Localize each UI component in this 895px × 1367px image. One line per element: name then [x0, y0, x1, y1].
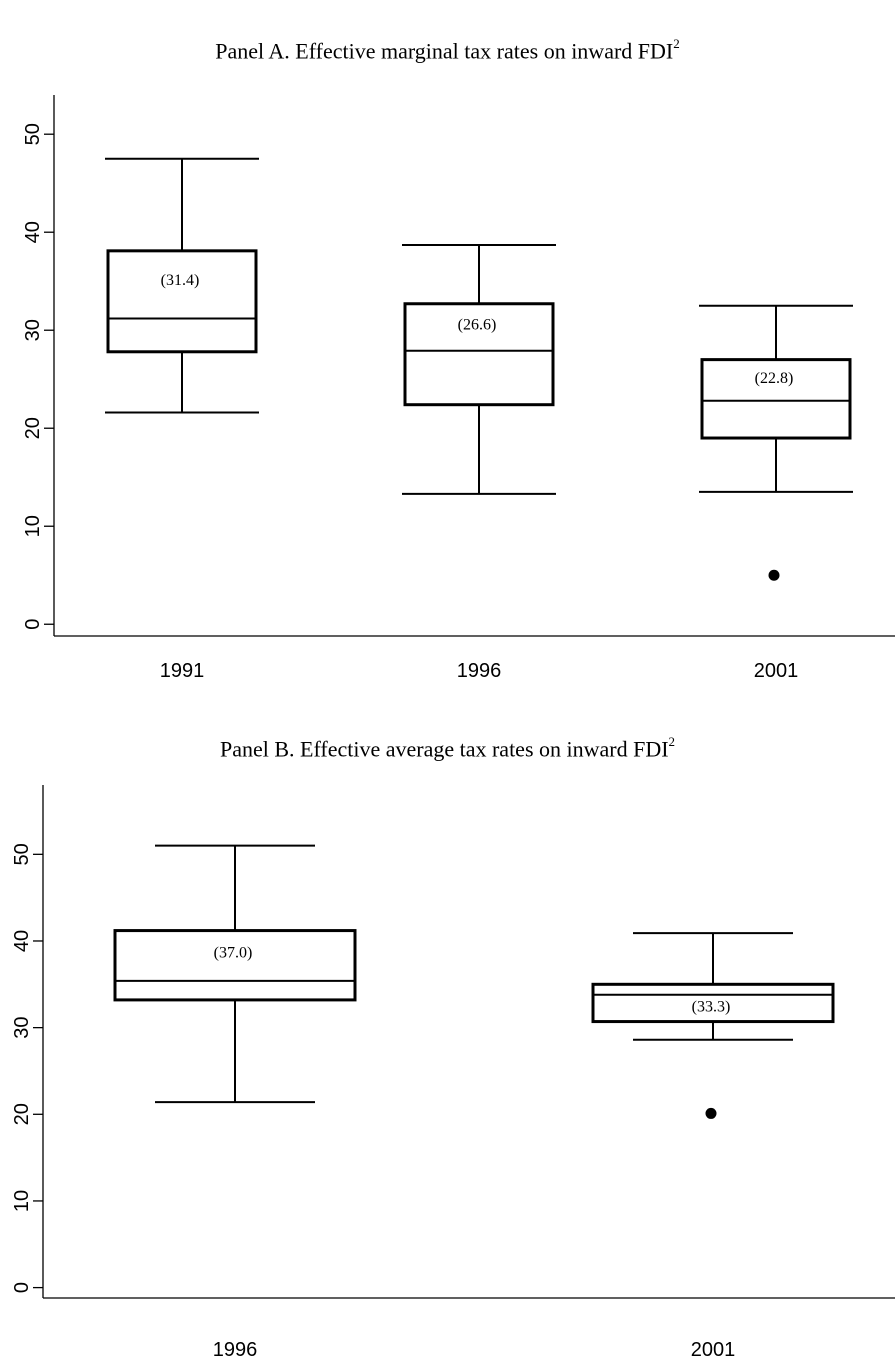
panel-a-y-tick-label: 10 [22, 515, 44, 537]
panel-b-box [113, 929, 357, 1002]
panel-a-y-tick-label: 40 [22, 221, 44, 243]
panel-a-plot: 0 10 20 30 40 50 (31.4) 1991 (26.6) 1996 (22.8) 200… [22, 95, 895, 682]
panel-b-y-tick-label: 40 [11, 930, 33, 952]
panel-b-y-tick-label: 20 [11, 1103, 33, 1125]
panel-b-plot: 0 10 20 30 40 50 (37.0) 1996 (33.3) 2001 [11, 785, 895, 1361]
panel-a-x-tick-label: 2001 [754, 660, 799, 682]
panel-b-y-tick-label: 0 [11, 1282, 33, 1293]
panel-a-y-tick-label: 20 [22, 417, 44, 439]
panel-a-box [106, 249, 258, 354]
panel-b-x-tick-label: 1996 [213, 1339, 258, 1361]
panel-b-title: Panel B. Effective average tax rates on … [219, 734, 676, 762]
panel-b-outlier-point [705, 1107, 717, 1119]
panel-a-y-tick-label: 50 [22, 123, 44, 145]
panel-a-y-tick-label: 30 [22, 319, 44, 341]
panel-a-x-tick-label: 1996 [457, 660, 502, 682]
panel-b-y-tick-label: 10 [11, 1190, 33, 1212]
panel-a-chart: Panel A. Effective marginal tax rates on… [22, 36, 895, 682]
panel-b-box [591, 982, 835, 1024]
panel-b-chart: Panel B. Effective average tax rates on … [0, 690, 895, 1367]
panel-b-x-tick-label: 2001 [691, 1339, 736, 1361]
panel-a-mean-label: (31.4) [161, 272, 200, 289]
panel-b-y-tick-label: 50 [11, 843, 33, 865]
panel-a-outlier-point [768, 569, 780, 581]
panel-b-mean-label: (37.0) [214, 945, 253, 962]
panel-a-box [700, 358, 852, 440]
panel-a-y-tick-label: 0 [22, 619, 44, 630]
panel-a-mean-label: (22.8) [755, 370, 794, 387]
panel-b-y-tick-label: 30 [11, 1017, 33, 1039]
panel-a-title: Panel A. Effective marginal tax rates on… [215, 36, 680, 64]
panel-b-mean-label: (33.3) [692, 999, 731, 1016]
panel-a-x-tick-label: 1991 [160, 660, 205, 682]
panel-a-box [403, 302, 555, 407]
panel-a-mean-label: (26.6) [458, 317, 497, 334]
